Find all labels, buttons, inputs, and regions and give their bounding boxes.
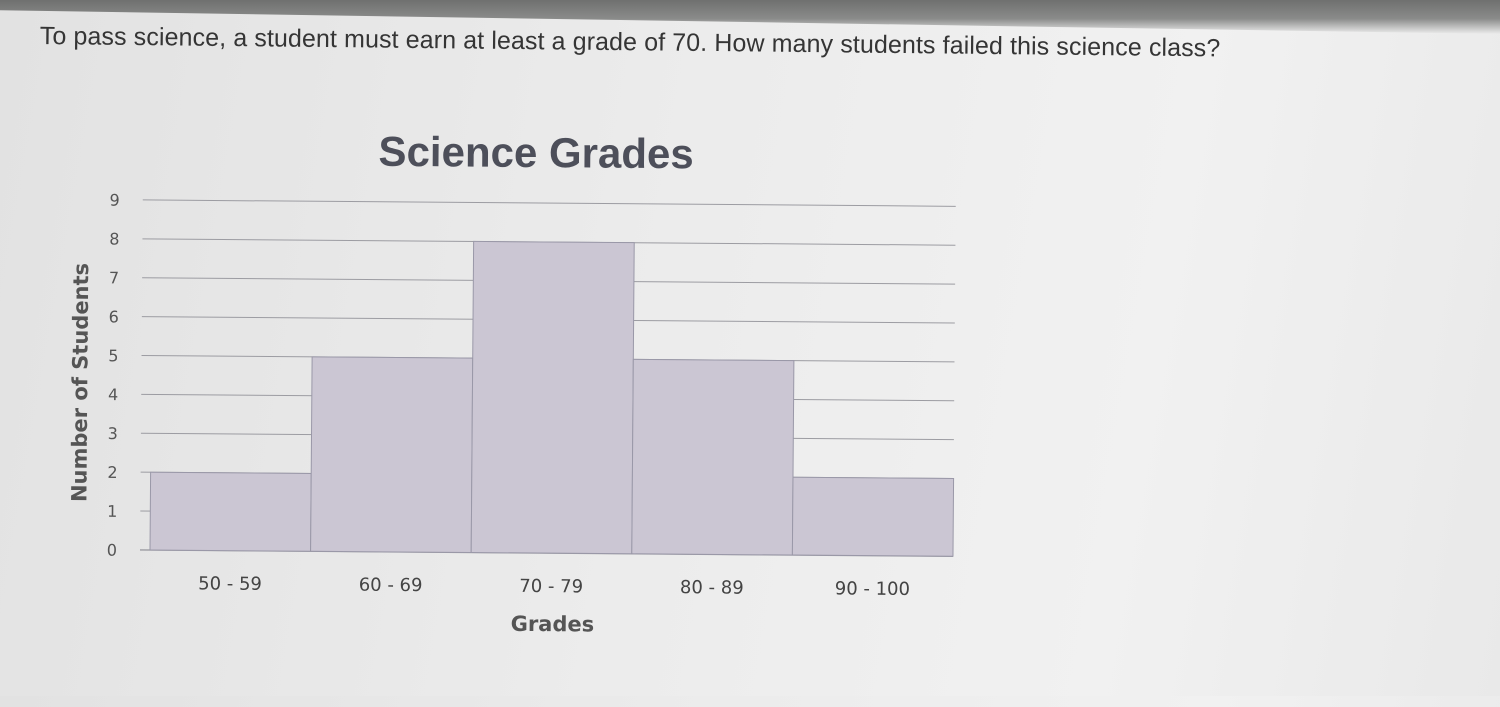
y-tick-label: 8	[109, 230, 119, 249]
y-tick-label: 6	[109, 307, 119, 326]
x-tick-labels: 50 - 59 60 - 69 70 - 79 80 - 89 90 - 100	[198, 573, 910, 600]
x-axis-label: Grades	[511, 612, 595, 637]
x-tick-label: 60 - 69	[359, 575, 423, 597]
bar	[310, 356, 474, 554]
bar	[149, 471, 312, 552]
y-tick-label: 4	[108, 385, 118, 404]
y-tick-label: 0	[107, 541, 117, 560]
x-tick-label: 70 - 79	[519, 576, 583, 598]
grid-line	[142, 199, 956, 207]
y-tick-labels: 0 1 2 3 4 5 6 7 8 9	[107, 191, 120, 560]
y-tick-label: 1	[107, 502, 117, 521]
y-tick-label: 2	[107, 463, 117, 482]
x-tick-label: 90 - 100	[835, 578, 910, 600]
y-axis-label: Number of Students	[67, 263, 93, 502]
y-tick-label: 7	[109, 268, 119, 287]
bar	[470, 240, 635, 555]
x-tick-label: 50 - 59	[198, 573, 262, 595]
y-tick-label: 3	[108, 424, 118, 443]
x-tick-label: 80 - 89	[680, 577, 744, 599]
bar	[631, 358, 795, 556]
bar	[791, 476, 955, 557]
bars	[149, 240, 955, 557]
chart-title: Science Grades	[378, 128, 694, 177]
y-tick-label: 5	[108, 346, 118, 365]
y-tick-label: 9	[109, 191, 119, 210]
